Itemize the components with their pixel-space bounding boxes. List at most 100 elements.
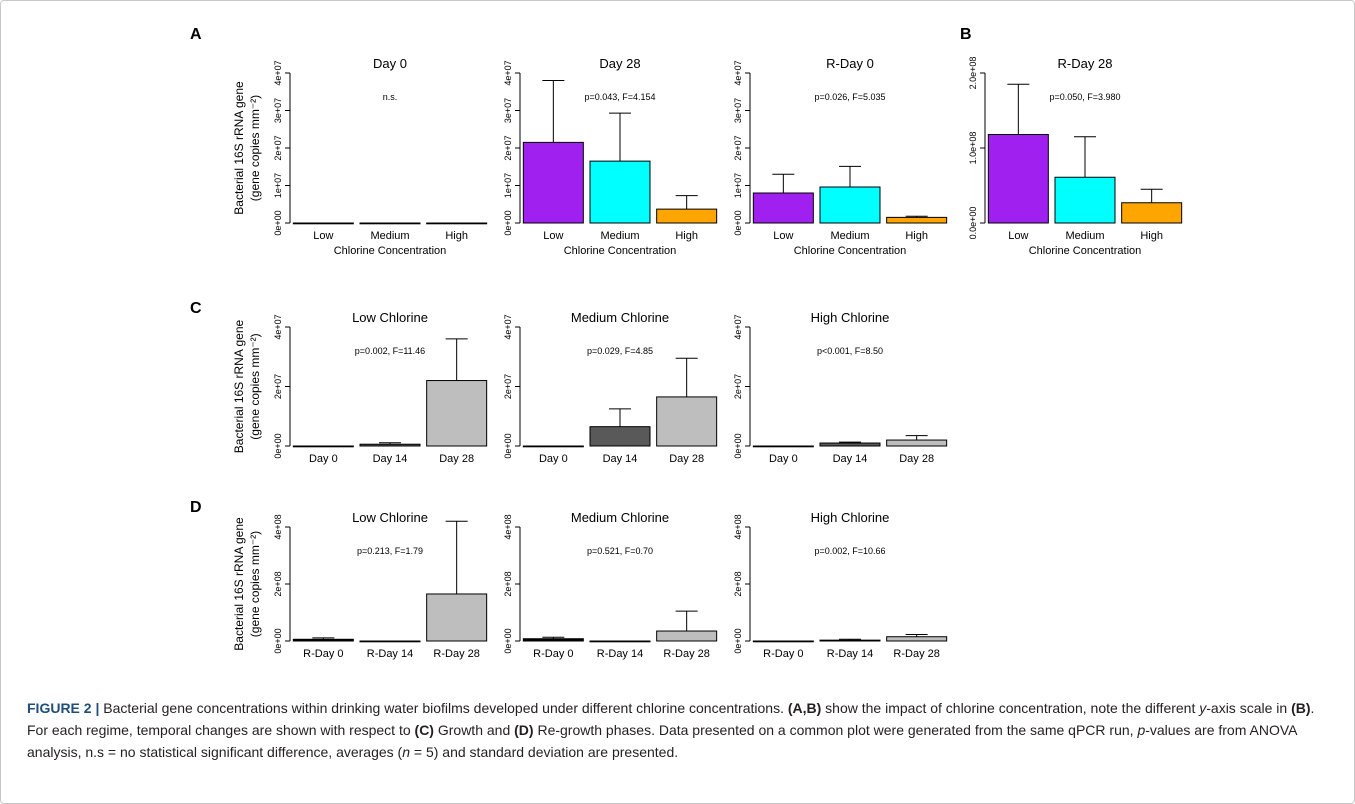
- x-tick-label: Low: [1008, 230, 1028, 242]
- row-y-axis-title: Bacterial 16S rRNA gene (gene copies mm⁻²…: [232, 517, 262, 651]
- x-tick-label: Day 28: [439, 453, 474, 465]
- bar-r-day-28: [656, 630, 718, 642]
- x-tick-label: Medium: [830, 230, 869, 242]
- bar-r-day-14: [589, 640, 651, 643]
- bar-r-day-28: [426, 593, 488, 642]
- panel-title: R-Day 0: [826, 56, 874, 71]
- x-tick-label: Low: [543, 230, 563, 242]
- x-axis-label: Chlorine Concentration: [794, 245, 907, 257]
- x-tick-label: Medium: [1065, 230, 1104, 242]
- bar-medium: [359, 222, 421, 225]
- bar-r-day-0: [292, 638, 354, 642]
- x-tick-label: Day 28: [899, 453, 934, 465]
- stat-annotation: p=0.002, F=10.66: [814, 546, 885, 556]
- x-tick-label: R-Day 14: [367, 648, 413, 660]
- panel-letter-c: C: [190, 300, 202, 317]
- y-tick-label: 4e+08: [733, 514, 743, 539]
- y-tick-label: 4e+07: [273, 60, 283, 85]
- bar-low: [987, 134, 1049, 224]
- row-y-axis-title: Bacterial 16S rRNA gene (gene copies mm⁻²…: [232, 81, 262, 215]
- bar-medium: [819, 186, 881, 224]
- stat-annotation: p=0.050, F=3.980: [1049, 92, 1120, 102]
- y-tick-label: 2e+07: [733, 135, 743, 160]
- panel-letter-d: D: [190, 499, 202, 516]
- x-tick-label: Day 14: [833, 453, 868, 465]
- y-tick-label: 4e+07: [503, 314, 513, 339]
- caption-lead: FIGURE 2 |: [27, 700, 100, 716]
- caption-text-1: Bacterial gene concentrations within dri…: [99, 700, 788, 716]
- bar-r-day-0: [752, 640, 814, 643]
- bar-day-0: [522, 445, 584, 448]
- stat-annotation: p=0.002, F=11.46: [355, 346, 425, 356]
- bar-low: [752, 192, 814, 224]
- bar-low: [292, 222, 354, 225]
- panel-7: 0e+00 2e+07 4e+07 Day 0 Day 14 Day 28 High Chl…: [733, 310, 948, 465]
- panel-5: 0e+00 2e+07 4e+07 Day 0 Day 14 Day 28 Low Chlo…: [190, 300, 488, 465]
- panel-title: Day 28: [599, 56, 640, 71]
- y-axis-label-line1: Bacterial 16S rRNA gene: [232, 319, 246, 453]
- x-tick-label: High: [445, 230, 468, 242]
- stat-annotation: p=0.029, F=4.85: [587, 346, 653, 356]
- figure-2-chart: 0e+00 1e+07 2e+07 3e+07 4e+07 Low Medium High Da…: [190, 26, 1183, 660]
- x-axis-label: Chlorine Concentration: [334, 245, 447, 257]
- x-tick-label: Medium: [600, 230, 639, 242]
- y-tick-label: 4e+08: [273, 514, 283, 539]
- bar-r-day-14: [359, 640, 421, 643]
- x-tick-label: High: [1140, 230, 1163, 242]
- x-tick-label: Day 28: [669, 453, 704, 465]
- y-tick-label: 4e+07: [273, 314, 283, 339]
- x-tick-label: High: [905, 230, 928, 242]
- y-tick-label: 2e+07: [503, 135, 513, 160]
- y-tick-label: 0.0e+00: [968, 207, 978, 240]
- caption-text-5: Growth and: [433, 722, 515, 738]
- x-axis-label: Chlorine Concentration: [1029, 245, 1142, 257]
- x-tick-label: R-Day 28: [663, 648, 709, 660]
- y-tick-label: 1e+07: [503, 173, 513, 198]
- x-tick-label: Day 14: [373, 453, 408, 465]
- bar-day-0: [292, 445, 354, 448]
- x-tick-label: R-Day 0: [303, 648, 343, 660]
- y-tick-label: 2e+07: [733, 374, 743, 399]
- y-tick-label: 0e+00: [503, 433, 513, 458]
- caption-text-6: Re-growth phases. Data presented on a co…: [533, 722, 1138, 738]
- y-tick-label: 2e+08: [273, 571, 283, 596]
- panel-1: 0e+00 1e+07 2e+07 3e+07 4e+07 Low Medium High Da…: [190, 26, 488, 257]
- panel-2: 0e+00 1e+07 2e+07 3e+07 4e+07 Low Medium High Da…: [503, 56, 718, 257]
- y-tick-label: 0e+00: [503, 628, 513, 653]
- y-tick-label: 3e+07: [503, 98, 513, 123]
- bar-r-day-14: [819, 639, 881, 642]
- y-axis-label-line2: (gene copies mm⁻²): [248, 333, 262, 439]
- y-tick-label: 2e+07: [273, 374, 283, 399]
- x-tick-label: R-Day 28: [893, 648, 939, 660]
- panel-9: 0e+00 2e+08 4e+08 R-Day 0 R-Day 14 R-Day 28 Me…: [503, 510, 718, 660]
- caption-text-2: show the impact of chlorine concentratio…: [821, 700, 1200, 716]
- panel-title: R-Day 28: [1058, 56, 1113, 71]
- caption-ref-d: (D): [514, 722, 534, 738]
- x-tick-label: Low: [313, 230, 333, 242]
- x-tick-label: Day 0: [539, 453, 568, 465]
- x-tick-label: R-Day 28: [433, 648, 479, 660]
- y-tick-label: 4e+07: [503, 60, 513, 85]
- bar-day-0: [752, 445, 814, 448]
- bar-high: [1121, 202, 1183, 224]
- bar-day-14: [589, 426, 651, 447]
- y-tick-label: 1e+07: [273, 173, 283, 198]
- y-tick-label: 2e+08: [503, 571, 513, 596]
- y-tick-label: 3e+07: [273, 98, 283, 123]
- bar-day-28: [656, 396, 718, 447]
- row-y-axis-title: Bacterial 16S rRNA gene (gene copies mm⁻²…: [232, 319, 262, 453]
- panel-letter-b: B: [960, 26, 972, 43]
- y-tick-label: 2e+07: [503, 374, 513, 399]
- panel-10: 0e+00 2e+08 4e+08 R-Day 0 R-Day 14 R-Day 28 Hi…: [733, 510, 948, 660]
- panel-3: 0e+00 1e+07 2e+07 3e+07 4e+07 Low Medium High R-…: [733, 56, 948, 257]
- bar-r-day-0: [522, 638, 584, 642]
- bar-day-28: [426, 380, 488, 447]
- bar-high: [886, 216, 948, 224]
- y-axis-label-line2: (gene copies mm⁻²): [248, 95, 262, 201]
- stat-annotation: p=0.521, F=0.70: [587, 546, 653, 556]
- figure-caption: FIGURE 2 | Bacterial gene concentrations…: [27, 697, 1337, 763]
- y-tick-label: 0e+00: [273, 210, 283, 235]
- y-axis-label-line1: Bacterial 16S rRNA gene: [232, 517, 246, 651]
- y-tick-label: 1.0e+08: [968, 132, 978, 165]
- caption-y-italic: y: [1199, 700, 1207, 716]
